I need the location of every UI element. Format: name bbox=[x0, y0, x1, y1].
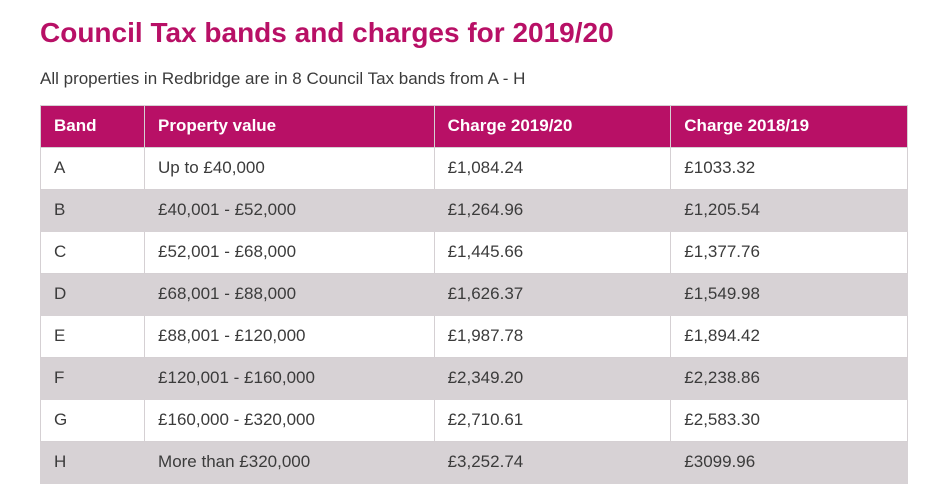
charge-2018-19-cell: £3099.96 bbox=[670, 440, 908, 484]
charge-2019-20-cell: £1,264.96 bbox=[433, 188, 672, 232]
band-cell: B bbox=[39, 188, 146, 232]
table-row: G £160,000 - £320,000 £2,710.61 £2,583.30 bbox=[39, 398, 908, 442]
column-header-charge-2019-20: Charge 2019/20 bbox=[433, 104, 672, 148]
property-value-cell: £68,001 - £88,000 bbox=[144, 272, 435, 316]
charge-2019-20-cell: £2,349.20 bbox=[433, 356, 672, 400]
column-header-property-value: Property value bbox=[144, 104, 435, 148]
table-row: A Up to £40,000 £1,084.24 £1033.32 bbox=[39, 146, 908, 190]
band-cell: H bbox=[39, 440, 146, 484]
charge-2019-20-cell: £1,626.37 bbox=[433, 272, 672, 316]
charge-2018-19-cell: £1033.32 bbox=[670, 146, 908, 190]
table-row: E £88,001 - £120,000 £1,987.78 £1,894.42 bbox=[39, 314, 908, 358]
band-cell: A bbox=[39, 146, 146, 190]
table-row: D £68,001 - £88,000 £1,626.37 £1,549.98 bbox=[39, 272, 908, 316]
table-row: B £40,001 - £52,000 £1,264.96 £1,205.54 bbox=[39, 188, 908, 232]
council-tax-table: Band Property value Charge 2019/20 Charg… bbox=[39, 104, 908, 484]
charge-2018-19-cell: £2,583.30 bbox=[670, 398, 908, 442]
table-header: Band Property value Charge 2019/20 Charg… bbox=[39, 104, 908, 148]
charge-2018-19-cell: £1,894.42 bbox=[670, 314, 908, 358]
band-cell: G bbox=[39, 398, 146, 442]
charge-2019-20-cell: £1,987.78 bbox=[433, 314, 672, 358]
property-value-cell: Up to £40,000 bbox=[144, 146, 435, 190]
band-cell: D bbox=[39, 272, 146, 316]
page-title: Council Tax bands and charges for 2019/2… bbox=[40, 17, 614, 48]
charge-2019-20-cell: £3,252.74 bbox=[433, 440, 672, 484]
band-cell: E bbox=[39, 314, 146, 358]
column-header-charge-2018-19: Charge 2018/19 bbox=[670, 104, 908, 148]
property-value-cell: £52,001 - £68,000 bbox=[144, 230, 435, 274]
charge-2018-19-cell: £1,205.54 bbox=[670, 188, 908, 232]
band-cell: C bbox=[39, 230, 146, 274]
table-row: C £52,001 - £68,000 £1,445.66 £1,377.76 bbox=[39, 230, 908, 274]
band-cell: F bbox=[39, 356, 146, 400]
property-value-cell: More than £320,000 bbox=[144, 440, 435, 484]
charge-2018-19-cell: £1,549.98 bbox=[670, 272, 908, 316]
charge-2018-19-cell: £2,238.86 bbox=[670, 356, 908, 400]
page-subtitle: All properties in Redbridge are in 8 Cou… bbox=[40, 68, 526, 88]
property-value-cell: £120,001 - £160,000 bbox=[144, 356, 435, 400]
property-value-cell: £88,001 - £120,000 bbox=[144, 314, 435, 358]
charge-2019-20-cell: £1,084.24 bbox=[433, 146, 672, 190]
charge-2019-20-cell: £1,445.66 bbox=[433, 230, 672, 274]
property-value-cell: £40,001 - £52,000 bbox=[144, 188, 435, 232]
charge-2019-20-cell: £2,710.61 bbox=[433, 398, 672, 442]
property-value-cell: £160,000 - £320,000 bbox=[144, 398, 435, 442]
column-header-band: Band bbox=[39, 104, 146, 148]
table-body: A Up to £40,000 £1,084.24 £1033.32 B £40,001 … bbox=[39, 146, 908, 484]
table-row: F £120,001 - £160,000 £2,349.20 £2,238.86 bbox=[39, 356, 908, 400]
table-row: H More than £320,000 £3,252.74 £3099.96 bbox=[39, 440, 908, 484]
header-row: Band Property value Charge 2019/20 Charg… bbox=[39, 104, 908, 148]
charge-2018-19-cell: £1,377.76 bbox=[670, 230, 908, 274]
